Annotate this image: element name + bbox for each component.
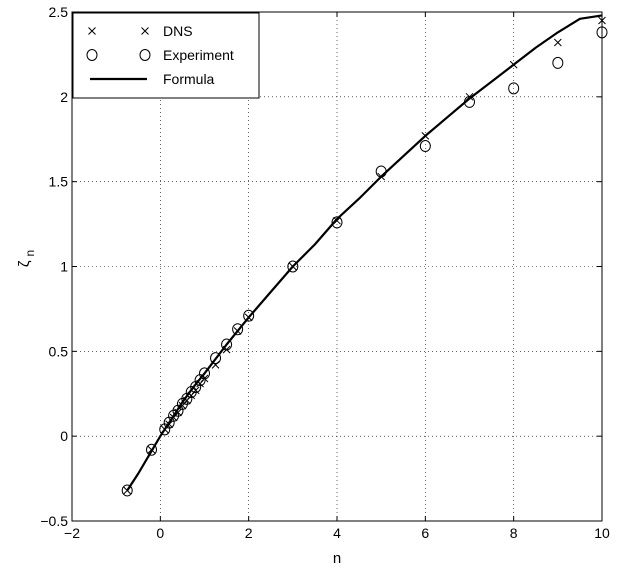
dns-point xyxy=(509,60,518,69)
experiment-point xyxy=(221,338,233,351)
y-axis-label-main: ζ xyxy=(16,260,33,267)
y-tick-label: 1 xyxy=(60,259,68,275)
y-tick-label: 0.5 xyxy=(49,343,69,359)
y-tick-label: 2.5 xyxy=(49,4,69,20)
x-tick-label: 2 xyxy=(245,525,253,541)
y-axis-label: ζn xyxy=(16,250,37,267)
formula-series xyxy=(126,14,603,492)
x-tick-label: −2 xyxy=(64,525,80,541)
dns-point xyxy=(553,38,562,47)
x-tick-label: 0 xyxy=(156,525,164,541)
dns-point xyxy=(165,420,174,429)
experiment-point xyxy=(419,140,431,153)
x-tick-label: 8 xyxy=(510,525,518,541)
experiment-point xyxy=(243,309,255,322)
experiment-point xyxy=(287,260,299,273)
formula-line xyxy=(126,14,603,492)
experiment-point xyxy=(375,165,387,178)
dns-point xyxy=(421,132,430,140)
legend-marker-experiment xyxy=(86,49,98,61)
legend-marker-dns xyxy=(88,27,96,35)
legend-label-experiment: Experiment xyxy=(163,47,234,63)
experiment-point xyxy=(331,216,343,229)
legend-box xyxy=(72,12,260,99)
legend-label-formula: Formula xyxy=(163,71,215,87)
experiment-point xyxy=(146,443,157,456)
dns-point xyxy=(288,262,297,271)
legend-marker-dns xyxy=(141,27,149,35)
legend-marker-experiment xyxy=(139,49,151,61)
y-axis-label-sub: n xyxy=(23,250,37,257)
experiment-point xyxy=(199,367,210,380)
legend: DNS Experiment Formula xyxy=(72,12,260,99)
experiment-point xyxy=(232,323,244,336)
svg-text:ζn: ζn xyxy=(16,250,37,267)
axis-ticks: −2 0 2 4 6 8 10 −0.5 0 0.5 1 1.5 2 2.5 xyxy=(40,4,610,541)
y-tick-label: 1.5 xyxy=(49,174,69,190)
dns-point xyxy=(333,216,341,225)
y-tick-label: −0.5 xyxy=(40,513,68,529)
markers xyxy=(121,16,608,497)
dns-point xyxy=(244,313,253,322)
x-axis-label: n xyxy=(333,550,341,567)
y-tick-label: 2 xyxy=(60,89,68,105)
y-tick-label: 0 xyxy=(60,428,68,444)
dns-point xyxy=(147,445,156,454)
dns-point xyxy=(233,327,242,335)
dns-point xyxy=(123,486,132,495)
legend-label-dns: DNS xyxy=(163,23,193,39)
experiment-point xyxy=(552,56,564,69)
experiment-point xyxy=(210,352,222,365)
experiment-point xyxy=(121,484,133,497)
experiment-point xyxy=(508,82,520,95)
x-tick-label: 10 xyxy=(594,525,610,541)
experiment-point xyxy=(464,95,475,108)
x-tick-label: 4 xyxy=(333,525,341,541)
x-tick-label: 6 xyxy=(421,525,429,541)
